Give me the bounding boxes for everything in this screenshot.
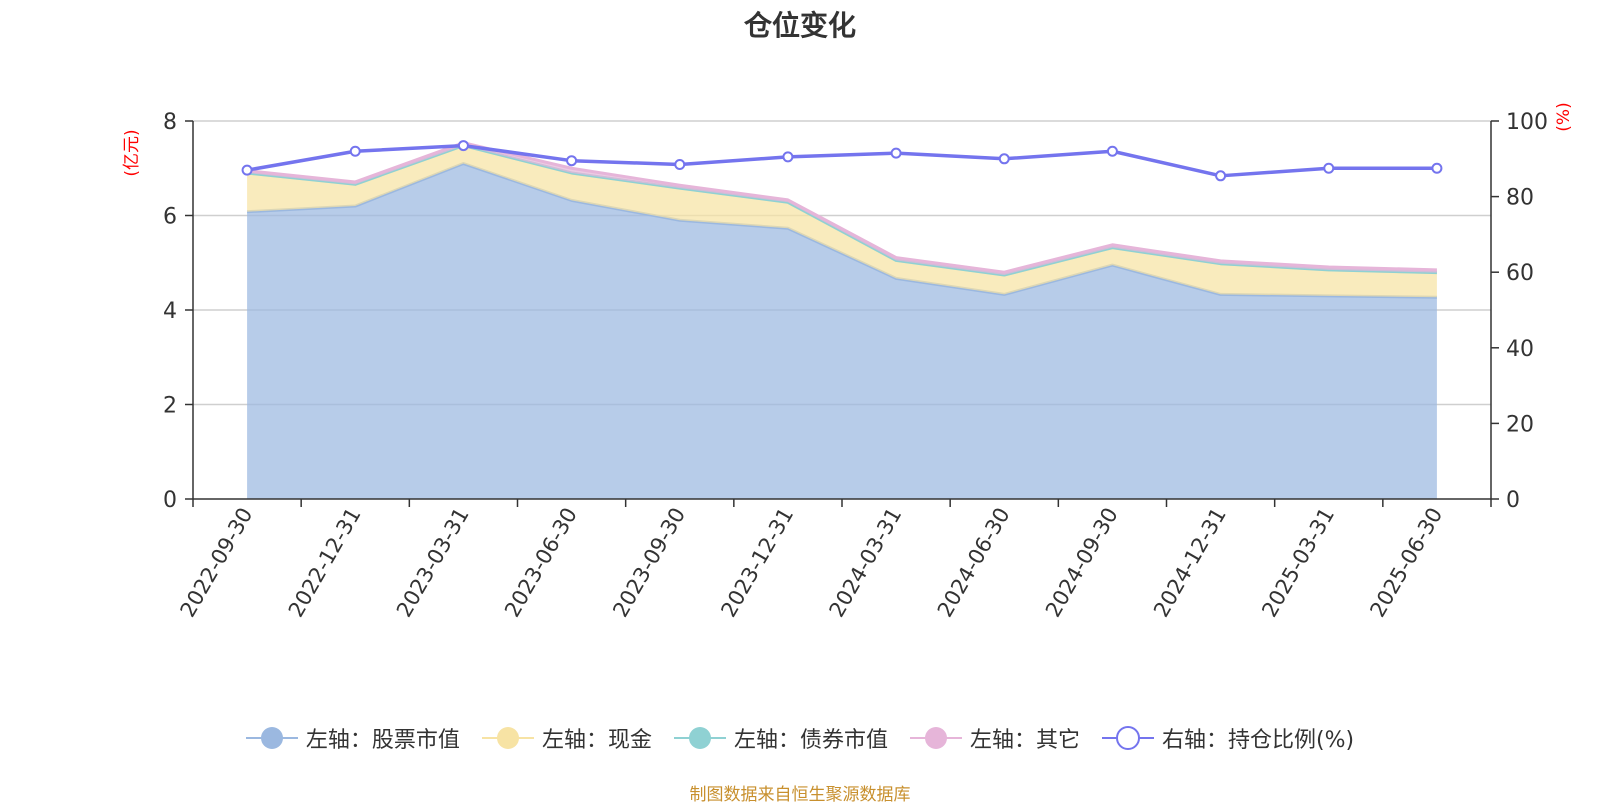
right-axis-unit: (%) (1554, 102, 1574, 131)
x-tick-label: 2023-03-31 (392, 504, 474, 622)
ratio-point (782, 151, 794, 163)
area-1 (247, 163, 1437, 499)
right-tick-label: 20 (1506, 412, 1534, 437)
left-tick-label: 2 (163, 394, 177, 419)
legend-label: 左轴：现金 (541, 728, 652, 753)
ratio-point (1323, 162, 1335, 174)
legend-label: 左轴：其它 (969, 728, 1080, 753)
ratio-point (566, 155, 578, 167)
left-tick-label: 8 (163, 110, 177, 135)
x-tick-label: 2024-09-30 (1041, 504, 1123, 622)
ratio-point (1431, 162, 1443, 174)
x-tick-label: 2024-12-31 (1149, 504, 1231, 622)
ratio-point (457, 140, 469, 152)
legend-label: 左轴：股票市值 (305, 728, 460, 753)
right-tick-label: 40 (1506, 337, 1534, 362)
chart-legend: 左轴：股票市值 左轴：现金 左轴：债券市值 左轴：其它 右轴：持仓比例(%) (0, 722, 1600, 754)
ratio-point (674, 158, 686, 170)
x-tick-label: 2022-09-30 (176, 504, 258, 622)
legend-item[interactable]: 右轴：持仓比例(%) (1101, 722, 1355, 754)
ratio-point (890, 147, 902, 159)
legend-swatch-icon (481, 727, 534, 749)
x-tick-label: 2025-06-30 (1365, 504, 1447, 622)
legend-swatch-icon (1101, 726, 1154, 750)
area-2 (247, 145, 1437, 298)
ratio-point (998, 153, 1010, 165)
area-line-4 (246, 141, 1437, 274)
legend-item[interactable]: 左轴：现金 (481, 722, 652, 754)
area-line-3 (246, 144, 1437, 277)
ratio-point (349, 145, 361, 157)
ratio-point (1215, 170, 1227, 182)
ratio-point (241, 164, 253, 176)
ratio-point (1106, 145, 1118, 157)
x-tick-label: 2023-06-30 (500, 504, 582, 622)
left-tick-label: 6 (163, 205, 177, 230)
chart-title: 仓位变化 (743, 9, 856, 42)
source-note: 制图数据来自恒生聚源数据库 (689, 785, 911, 805)
right-tick-label: 60 (1506, 261, 1534, 286)
legend-label: 左轴：债券市值 (733, 728, 888, 753)
legend-label: 右轴：持仓比例(%) (1161, 728, 1355, 753)
x-tick-label: 2023-12-31 (716, 504, 798, 622)
right-tick-label: 100 (1506, 110, 1548, 135)
x-tick-label: 2023-09-30 (608, 504, 690, 622)
legend-swatch-icon (245, 727, 298, 749)
legend-item[interactable]: 左轴：其它 (909, 722, 1080, 754)
right-tick-label: 80 (1506, 186, 1534, 211)
legend-item[interactable]: 左轴：债券市值 (673, 722, 888, 754)
left-axis-unit: (亿元) (122, 129, 142, 176)
x-tick-label: 2022-12-31 (284, 504, 366, 622)
x-tick-label: 2025-03-31 (1257, 504, 1339, 622)
legend-item[interactable]: 左轴：股票市值 (245, 722, 460, 754)
x-tick-label: 2024-03-31 (825, 504, 907, 622)
left-tick-label: 0 (163, 488, 177, 513)
legend-swatch-icon (673, 727, 726, 749)
legend-swatch-icon (909, 727, 962, 749)
left-tick-label: 4 (163, 299, 177, 324)
right-tick-label: 0 (1506, 488, 1520, 513)
ratio-line (246, 143, 1437, 178)
x-tick-label: 2024-06-30 (933, 504, 1015, 622)
